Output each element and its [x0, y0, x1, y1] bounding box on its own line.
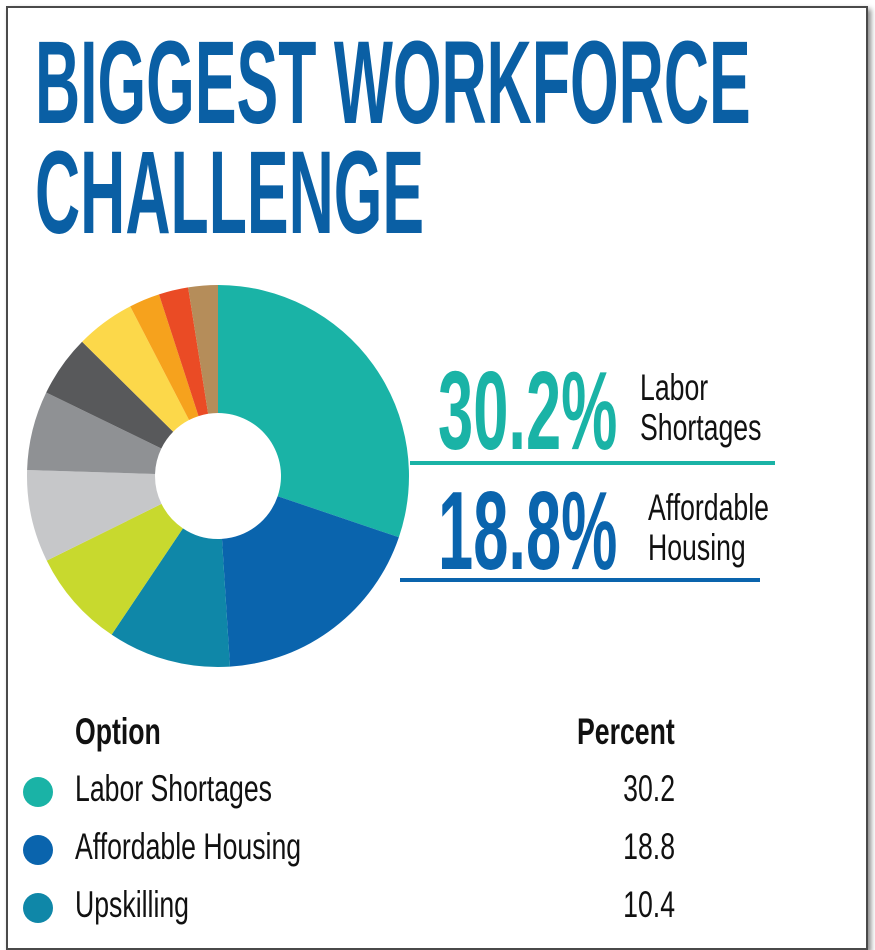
slice	[27, 392, 162, 475]
legend-dot	[23, 893, 53, 923]
slice	[221, 496, 399, 667]
option-name: Affordable Housing	[75, 826, 302, 867]
callout-name: Affordable Housing	[648, 487, 769, 568]
table-header: Percent	[577, 711, 675, 752]
slice	[111, 528, 230, 667]
page: BIGGEST WORKFORCE CHALLENGE 30.2% Labor S…	[6, 6, 868, 950]
slice	[218, 285, 410, 538]
slice	[46, 341, 174, 449]
slice	[130, 294, 199, 421]
legend-dot	[23, 777, 53, 807]
percent-value: 10.4	[623, 884, 675, 925]
callout-value: 30.2%	[438, 349, 618, 473]
slice	[46, 503, 183, 635]
legend-dot	[23, 835, 53, 865]
slice	[188, 285, 218, 414]
option-name: Labor Shortages	[75, 768, 272, 809]
callout-name: Labor Shortages	[640, 367, 762, 448]
title: BIGGEST WORKFORCE CHALLENGE	[35, 17, 751, 259]
percent-value: 30.2	[623, 768, 675, 809]
table-header: Option	[75, 711, 161, 752]
slice	[27, 470, 162, 561]
percent-value: 18.8	[623, 826, 675, 867]
option-name: Upskilling	[75, 884, 190, 925]
callout-value: 18.8%	[438, 469, 618, 593]
slice	[82, 306, 190, 432]
chart	[23, 285, 775, 923]
slice	[158, 287, 209, 417]
